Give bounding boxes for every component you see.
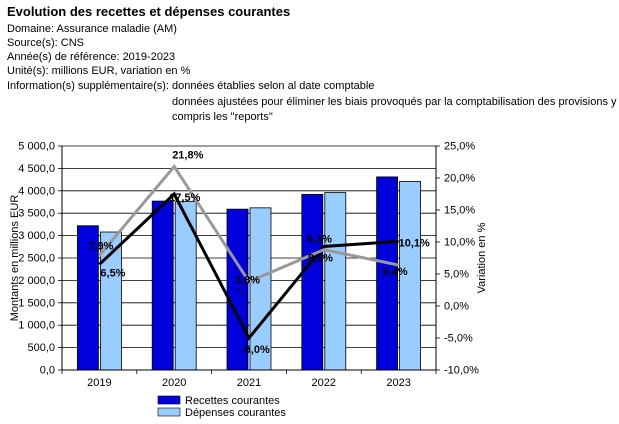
line-data-label: 21,8% xyxy=(172,149,203,161)
y-left-tick-label: 2 500,0 xyxy=(18,253,55,265)
page-title: Evolution des recettes et dépenses coura… xyxy=(7,4,291,19)
y-right-tick-label: 5,0% xyxy=(444,269,469,281)
source-line: Source(s): CNS xyxy=(7,37,85,49)
x-tick-label: 2022 xyxy=(312,377,336,389)
y-right-tick-label: 0,0% xyxy=(444,301,469,313)
y-left-axis-title: Montants en millions EUR xyxy=(9,195,21,322)
legend-label: Recettes courantes xyxy=(185,395,280,407)
legend-label: Dépenses courantes xyxy=(185,407,286,419)
line-data-label: 17,5% xyxy=(169,192,200,204)
line-data-label: 8,8% xyxy=(308,253,333,265)
y-right-axis-title: Variation en % xyxy=(476,222,488,293)
bar-depenses xyxy=(174,201,197,371)
x-tick-label: 2021 xyxy=(237,377,261,389)
info-line-3: compris les "reports" xyxy=(172,111,273,123)
y-right-tick-label: 15,0% xyxy=(444,205,475,217)
variation-depenses-line xyxy=(98,163,399,284)
y-left-tick-label: 500,0 xyxy=(27,342,55,354)
y-right-tick-label: 10,0% xyxy=(444,237,475,249)
y-right-tick-label: -10,0% xyxy=(444,365,479,377)
reference-years-line: Année(s) de référence: 2019-2023 xyxy=(7,51,176,63)
domain-line: Domaine: Assurance maladie (AM) xyxy=(7,23,177,35)
legend-swatch xyxy=(157,395,181,405)
y-left-tick-label: 1 000,0 xyxy=(18,320,55,332)
y-left-tick-label: 0,0 xyxy=(40,365,55,377)
line-data-label: -5,0% xyxy=(241,344,270,356)
line-data-label: 10,1% xyxy=(399,237,430,249)
info-line-2: données ajustées pour éliminer les biais… xyxy=(172,96,617,108)
y-left-tick-label: 5 000,0 xyxy=(18,141,55,153)
bar-recettes xyxy=(301,193,324,371)
y-right-tick-label: -5,0% xyxy=(444,333,473,345)
line-data-label: 9,3% xyxy=(307,233,332,245)
units-line: Unité(s): millions EUR, variation en % xyxy=(7,65,191,77)
y-right-tick-label: 20,0% xyxy=(444,173,475,185)
legend-swatch xyxy=(157,407,181,417)
variation-recettes-line xyxy=(98,191,399,341)
x-tick-label: 2020 xyxy=(162,377,186,389)
info-label: Information(s) supplémentaire(s): xyxy=(7,80,170,92)
bar-depenses xyxy=(324,192,347,371)
y-left-tick-label: 3 500,0 xyxy=(18,208,55,220)
label-leader-line xyxy=(235,287,246,296)
y-left-tick-label: 4 000,0 xyxy=(18,185,55,197)
y-right-tick-label: 25,0% xyxy=(444,141,475,153)
line-data-label: 3,8% xyxy=(235,275,260,287)
info-line-1: données établies selon al date comptable xyxy=(172,80,375,92)
x-tick-label: 2023 xyxy=(386,377,410,389)
line-data-label: 6,5% xyxy=(100,267,125,279)
y-left-tick-label: 1 500,0 xyxy=(18,297,55,309)
y-left-tick-label: 2 000,0 xyxy=(18,275,55,287)
y-left-tick-label: 3 000,0 xyxy=(18,230,55,242)
line-data-label: 6,4% xyxy=(383,266,408,278)
y-left-tick-label: 4 500,0 xyxy=(18,163,55,175)
line-data-label: 7,9% xyxy=(88,240,113,252)
bar-recettes xyxy=(151,200,174,371)
x-tick-label: 2019 xyxy=(87,377,111,389)
